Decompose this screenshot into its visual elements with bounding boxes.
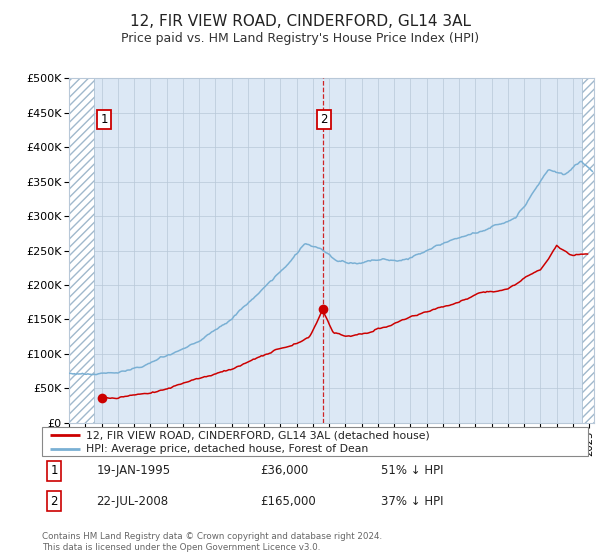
Text: £36,000: £36,000 xyxy=(260,464,308,477)
Bar xyxy=(582,78,594,423)
Text: Price paid vs. HM Land Registry's House Price Index (HPI): Price paid vs. HM Land Registry's House … xyxy=(121,31,479,45)
Text: HPI: Average price, detached house, Forest of Dean: HPI: Average price, detached house, Fore… xyxy=(86,444,368,454)
Bar xyxy=(69,78,94,423)
Text: 2: 2 xyxy=(320,113,328,126)
Text: 37% ↓ HPI: 37% ↓ HPI xyxy=(380,494,443,507)
Text: £165,000: £165,000 xyxy=(260,494,316,507)
FancyBboxPatch shape xyxy=(42,427,588,456)
Text: 1: 1 xyxy=(100,113,107,126)
Text: Contains HM Land Registry data © Crown copyright and database right 2024.
This d: Contains HM Land Registry data © Crown c… xyxy=(42,531,382,553)
Text: 12, FIR VIEW ROAD, CINDERFORD, GL14 3AL: 12, FIR VIEW ROAD, CINDERFORD, GL14 3AL xyxy=(130,14,470,29)
Text: 51% ↓ HPI: 51% ↓ HPI xyxy=(380,464,443,477)
Text: 12, FIR VIEW ROAD, CINDERFORD, GL14 3AL (detached house): 12, FIR VIEW ROAD, CINDERFORD, GL14 3AL … xyxy=(86,430,430,440)
Text: 1: 1 xyxy=(50,464,58,477)
Text: 19-JAN-1995: 19-JAN-1995 xyxy=(97,464,171,477)
Text: 2: 2 xyxy=(50,494,58,507)
Text: 22-JUL-2008: 22-JUL-2008 xyxy=(97,494,169,507)
